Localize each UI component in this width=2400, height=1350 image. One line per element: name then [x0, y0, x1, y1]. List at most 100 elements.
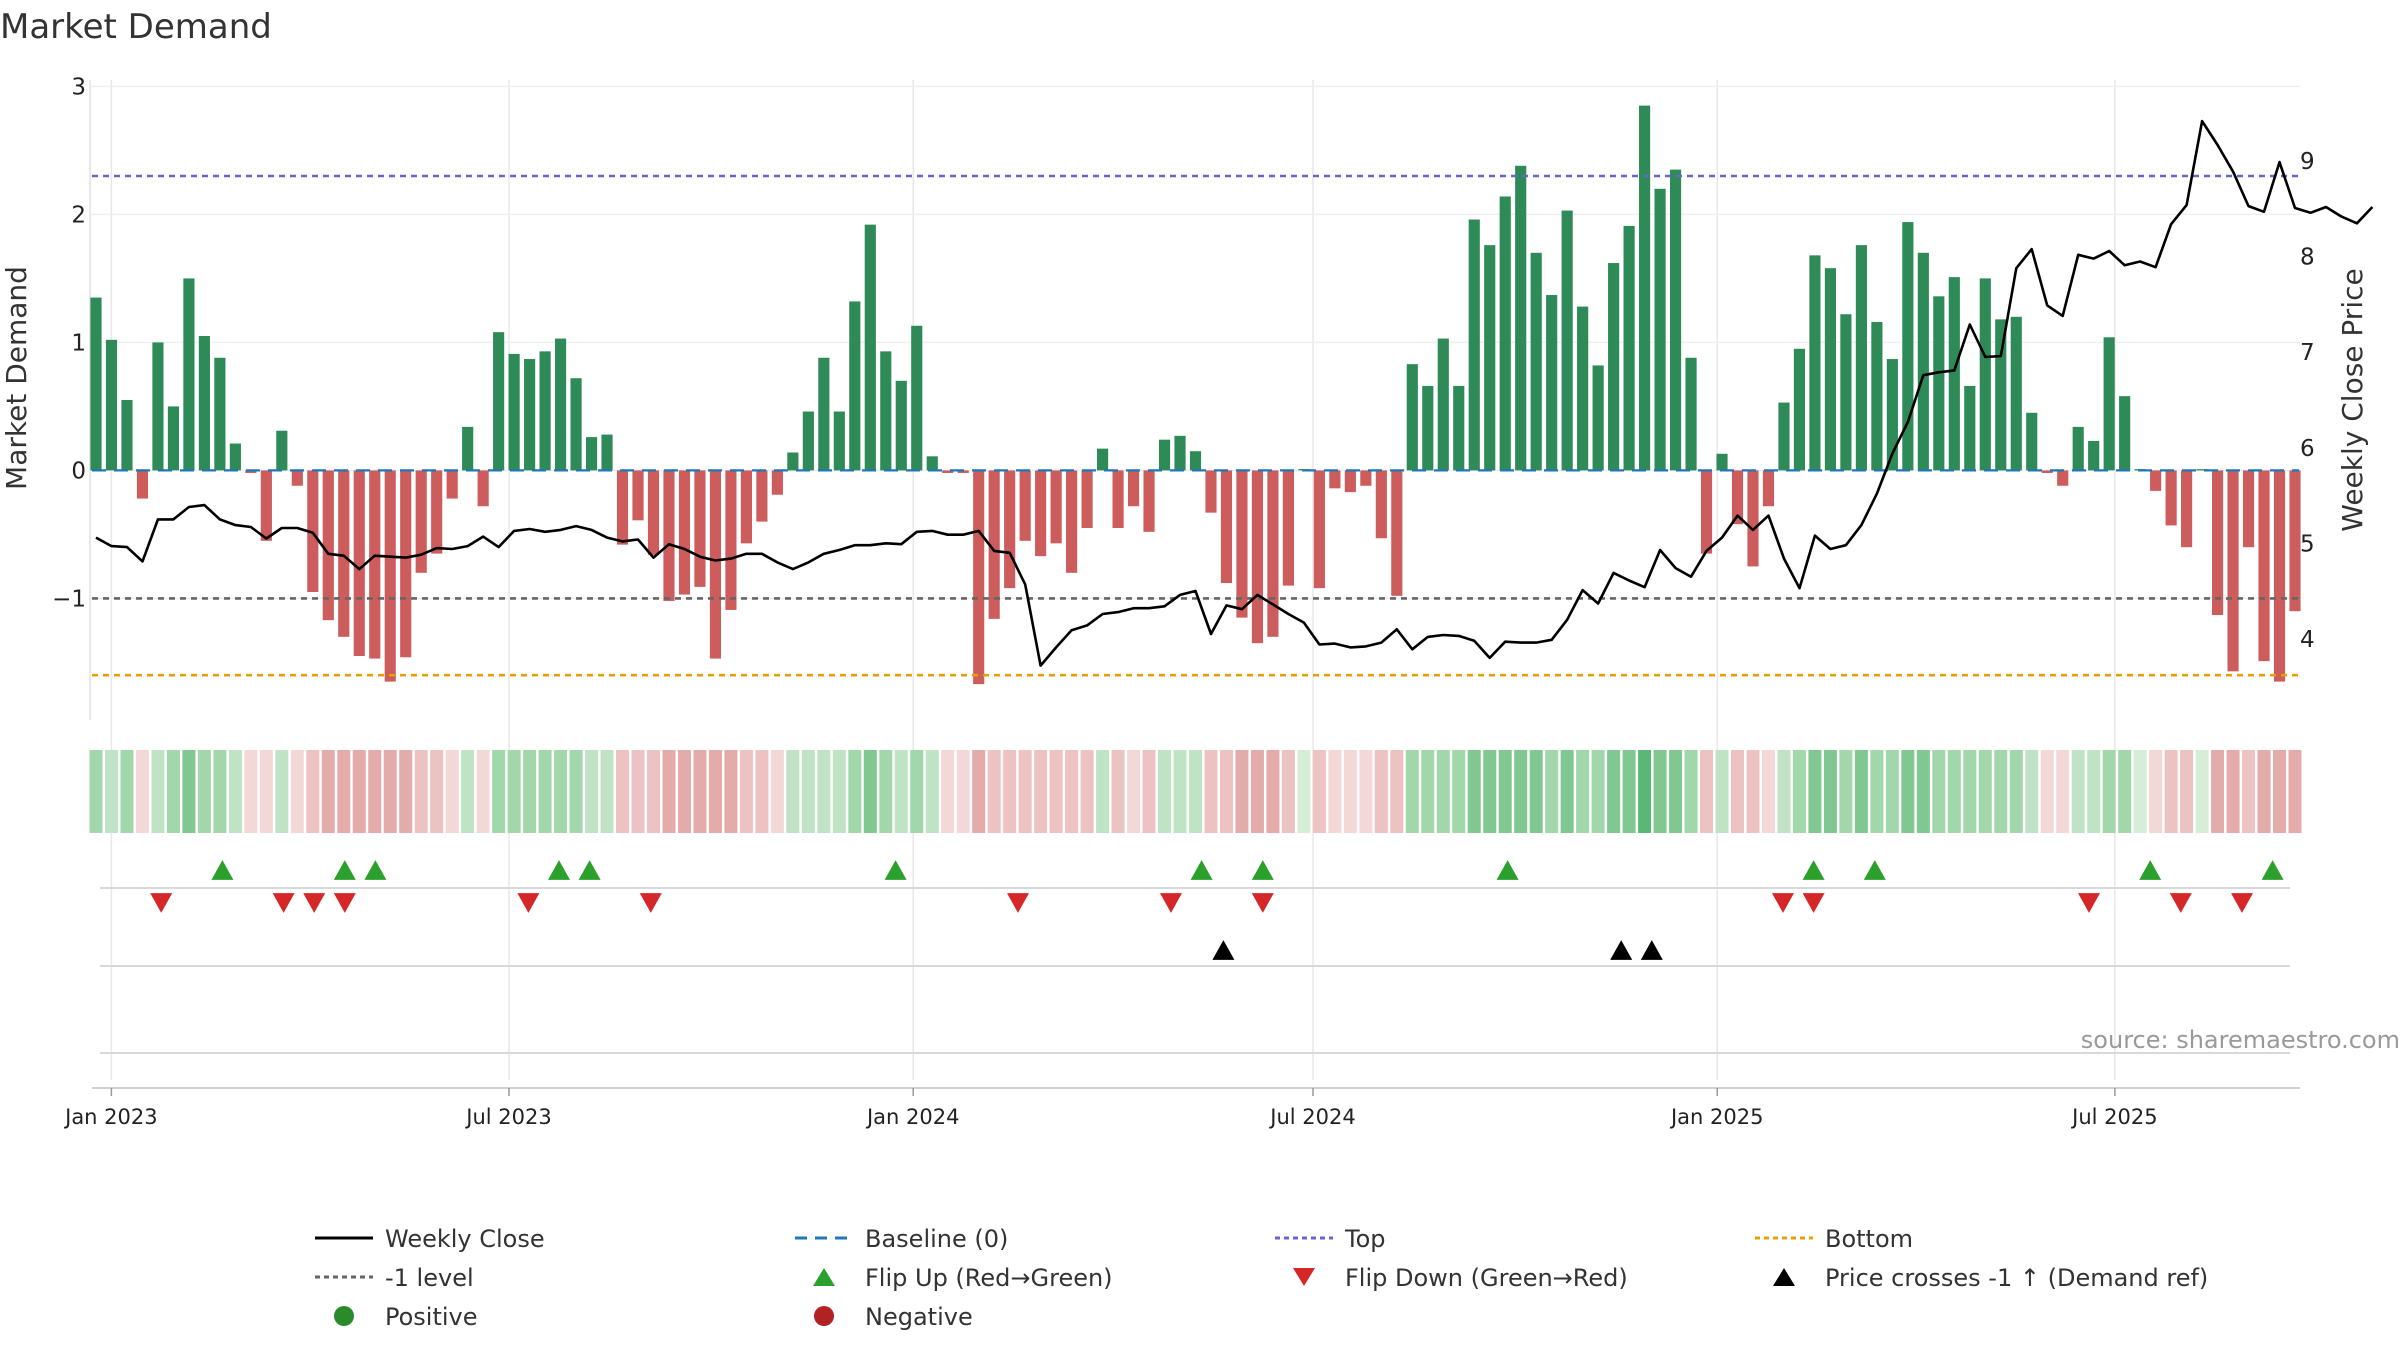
demand-bar [1097, 448, 1109, 471]
demand-bar [245, 470, 257, 473]
price-cross-marker [1610, 940, 1633, 960]
strip-cell [430, 750, 444, 833]
demand-bar [756, 470, 768, 522]
strip-cell [616, 750, 630, 833]
demand-bar [1530, 252, 1542, 471]
strip-cell [1932, 750, 1946, 833]
flip-down-marker [2078, 893, 2100, 913]
flip-up-marker [1863, 860, 1886, 880]
strip-cell [166, 750, 180, 833]
strip-cell [306, 750, 320, 833]
strip-cell [1421, 750, 1435, 833]
flip-down-marker [303, 893, 326, 913]
flip-up-marker [548, 860, 570, 880]
strip-cell [1576, 750, 1590, 833]
legend-item: Flip Up (Red→Green) [813, 1264, 1113, 1292]
x-tick-label: Jan 2025 [1669, 1105, 1764, 1129]
demand-bar [1546, 295, 1558, 471]
strip-cell [1405, 750, 1419, 833]
strip-cell [1080, 750, 1094, 833]
legend-label: -1 level [385, 1264, 474, 1292]
flip-down-marker [1772, 893, 1794, 913]
demand-bar [1050, 470, 1062, 544]
source-label: source: sharemaestro.com [2081, 1026, 2400, 1054]
legend-swatch [813, 1268, 835, 1286]
demand-bar [647, 470, 660, 555]
strip-cell [244, 750, 258, 833]
strip-cell [941, 750, 955, 833]
demand-bar [353, 470, 365, 656]
strip-cell [2226, 750, 2240, 833]
demand-bar [1515, 165, 1527, 471]
legend-label: Weekly Close [385, 1225, 545, 1253]
demand-bar [2165, 470, 2177, 526]
flip-up-marker [2261, 860, 2284, 880]
strip-cell [724, 750, 738, 833]
strip-cell [151, 750, 165, 833]
strip-cell [337, 750, 351, 833]
demand-bar [1406, 364, 1418, 471]
strip-cell [2102, 750, 2116, 833]
strip-cell [399, 750, 413, 833]
strip-cell [368, 750, 382, 833]
strip-cell [1266, 750, 1280, 833]
demand-bar [864, 224, 876, 471]
flip-down-marker [1802, 893, 1825, 913]
flip-down-marker [639, 893, 662, 913]
strip-cell [1823, 750, 1837, 833]
demand-bar [1669, 169, 1682, 471]
y-axis-left-title: Market Demand [0, 266, 33, 490]
legend-item: Baseline (0) [795, 1225, 1008, 1253]
strip-cell [1638, 750, 1652, 833]
strip-cell [1158, 750, 1172, 833]
demand-bar [1778, 402, 1790, 471]
flip-up-marker [578, 860, 601, 880]
legend-swatch [334, 1306, 354, 1326]
demand-bar [1112, 470, 1124, 528]
strip-cell [1018, 750, 1032, 833]
demand-bar [849, 301, 861, 471]
strip-cell [662, 750, 676, 833]
legend-swatch [1293, 1268, 1315, 1286]
strip-cell [1173, 750, 1187, 833]
demand-bar [1871, 321, 1883, 471]
demand-bar [1577, 306, 1589, 471]
flip-markers [92, 860, 2300, 1089]
strip-cell [739, 750, 753, 833]
flip-down-marker [272, 893, 295, 913]
strip-cell [275, 750, 289, 833]
strip-cell [2195, 750, 2209, 833]
legend-label: Flip Up (Red→Green) [865, 1264, 1113, 1292]
y-axis-right-title: Weekly Close Price [2336, 268, 2369, 531]
demand-bar [1855, 245, 1867, 471]
strip-cell [910, 750, 924, 833]
demand-bar [136, 470, 149, 499]
demand-bar [307, 470, 319, 592]
demand-bar [183, 278, 195, 471]
strip-cell [786, 750, 800, 833]
demand-bar [2072, 426, 2084, 471]
demand-bar [1313, 470, 1325, 589]
strip-cell [352, 750, 366, 833]
demand-bar [1499, 196, 1511, 471]
demand-bar [1453, 385, 1465, 471]
strip-cell [2164, 750, 2178, 833]
demand-bar [2289, 470, 2301, 612]
strip-cell [1467, 750, 1481, 833]
y-left-tick-label: −1 [52, 586, 86, 612]
y-tick-labels: 3 2 1 0 −1 9 8 7 6 5 4 [52, 74, 2315, 652]
strip-cell [1096, 750, 1110, 833]
strip-cell [925, 750, 939, 833]
demand-bar [942, 470, 954, 473]
legend-item: -1 level [315, 1264, 474, 1292]
weekly-close-line [95, 119, 2374, 667]
strip-cell [1003, 750, 1017, 833]
strip-cell [523, 750, 537, 833]
strip-cell [2040, 750, 2054, 833]
legend-label: Flip Down (Green→Red) [1345, 1264, 1628, 1292]
strip-cell [1700, 750, 1714, 833]
demand-bar [2227, 470, 2239, 672]
strip-cell [677, 750, 691, 833]
demand-bar [1468, 219, 1480, 471]
strip-cell [1312, 750, 1326, 833]
